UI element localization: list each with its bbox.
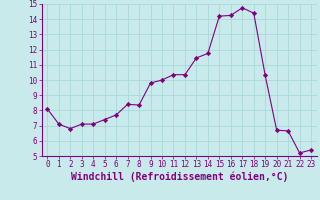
X-axis label: Windchill (Refroidissement éolien,°C): Windchill (Refroidissement éolien,°C) — [70, 172, 288, 182]
